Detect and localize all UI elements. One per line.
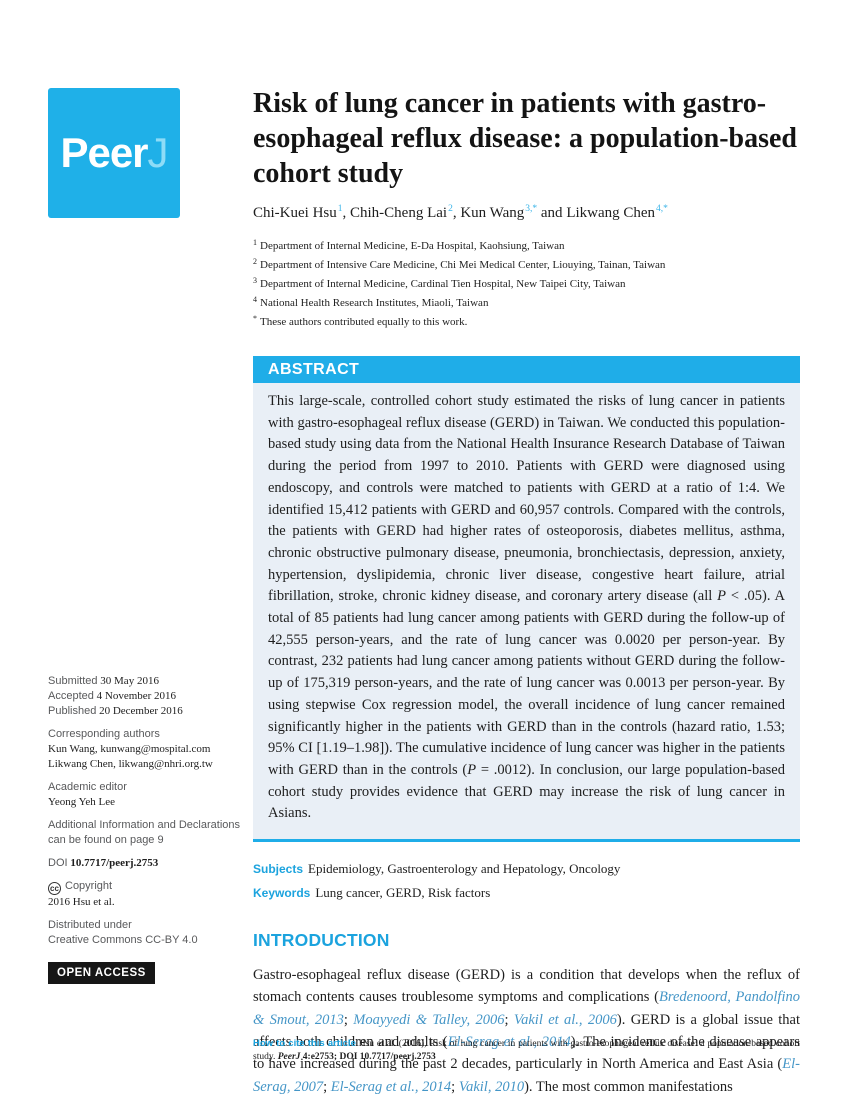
academic-editor-label: Academic editor xyxy=(48,781,127,793)
academic-editor-block: Academic editor Yeong Yeh Lee xyxy=(48,780,243,810)
affiliations-list: 1 Department of Internal Medicine, E-Da H… xyxy=(253,235,800,330)
citation-footer: How to cite this article Hsu et al. (201… xyxy=(253,1037,800,1064)
citation-text: Hsu et al. (2016), Risk of lung cancer i… xyxy=(253,1039,801,1062)
author-affiliation-sup: 2 xyxy=(448,204,453,214)
creative-commons-icon: cc xyxy=(48,882,61,895)
license-name[interactable]: Creative Commons CC-BY 4.0 xyxy=(48,934,198,946)
open-access-badge[interactable]: OPEN ACCESS xyxy=(48,962,155,984)
submitted-row: Submitted 30 May 2016 xyxy=(48,674,243,689)
author-name: Chi-Kuei Hsu xyxy=(253,205,337,221)
affiliation-item: 4 National Health Research Institutes, Mi… xyxy=(253,292,800,311)
additional-info-note: Additional Information and Declarations … xyxy=(48,819,241,846)
introduction-paragraph: Gastro-esophageal reflux disease (GERD) … xyxy=(253,967,801,1095)
citation-link[interactable]: El-Serag et al., 2014 xyxy=(330,1078,452,1095)
subjects-label: Subjects xyxy=(253,862,304,877)
corresponding-author-email[interactable]: Kun Wang, kunwang@mospital.com xyxy=(48,743,211,755)
affiliation-item: 2 Department of Intensive Care Medicine, … xyxy=(253,254,800,273)
keywords-label: Keywords xyxy=(253,886,311,901)
keywords-value: Lung cancer, GERD, Risk factors xyxy=(315,885,491,901)
affiliation-text: Department of Internal Medicine, Cardina… xyxy=(260,278,626,290)
accepted-row: Accepted 4 November 2016 xyxy=(48,689,243,704)
abstract-box: This large-scale, controlled cohort stud… xyxy=(253,383,800,843)
affiliation-item: * These authors contributed equally to th… xyxy=(253,311,800,330)
affiliation-sup: * xyxy=(253,314,257,323)
subjects-row: Subjects Epidemiology, Gastroenterology a… xyxy=(253,859,800,879)
abstract-heading-bar: ABSTRACT xyxy=(253,356,800,383)
published-date: 20 December 2016 xyxy=(99,705,183,717)
citation-link[interactable]: El-Serag et al., 2014 xyxy=(447,1033,571,1050)
author-separator: , xyxy=(452,205,461,221)
author[interactable]: Chih-Cheng Lai2 xyxy=(350,204,453,221)
author-name: Kun Wang xyxy=(460,205,525,221)
corresponding-authors-label: Corresponding authors xyxy=(48,728,160,740)
affiliation-item: 1 Department of Internal Medicine, E-Da H… xyxy=(253,235,800,254)
authors-line: Chi-Kuei Hsu1, Chih-Cheng Lai2, Kun Wang… xyxy=(253,204,800,222)
author-name: Likwang Chen xyxy=(566,205,656,221)
academic-editor-name: Yeong Yeh Lee xyxy=(48,796,116,808)
subjects-value: Epidemiology, Gastroenterology and Hepat… xyxy=(308,861,621,877)
corresponding-authors-block: Corresponding authors Kun Wang, kunwang@… xyxy=(48,727,243,772)
author-affiliation-sup: 1 xyxy=(337,204,343,214)
peerj-logo-j: J xyxy=(147,129,169,176)
affiliation-text: Department of Intensive Care Medicine, C… xyxy=(260,259,666,271)
how-to-cite-label: How to cite this article xyxy=(253,1038,356,1049)
copyright-block: cc Copyright 2016 Hsu et al. xyxy=(48,879,243,910)
subjects-keywords-block: Subjects Epidemiology, Gastroenterology a… xyxy=(253,859,800,903)
citation-link[interactable]: El-Serag, 2007 xyxy=(253,1056,800,1095)
sidebar: Submitted 30 May 2016 Accepted 4 Novembe… xyxy=(48,674,243,984)
introduction-heading: INTRODUCTION xyxy=(253,930,390,951)
author-separator: , xyxy=(342,205,350,221)
citation-link[interactable]: Vakil et al., 2006 xyxy=(513,1011,617,1028)
affiliation-item: 3 Department of Internal Medicine, Cardin… xyxy=(253,273,800,292)
doi-row: DOI 10.7717/peerj.2753 xyxy=(48,856,243,871)
copyright-row: cc Copyright xyxy=(48,879,243,895)
accepted-label: Accepted xyxy=(48,690,94,702)
author[interactable]: Likwang Chen4,* xyxy=(566,204,668,221)
citation-link[interactable]: Moayyedi & Talley, 2006 xyxy=(353,1011,505,1028)
author-affiliation-sup: 4,* xyxy=(656,204,668,214)
citation-doi[interactable]: 4:e2753; DOI 10.7717/peerj.2753 xyxy=(300,1052,436,1062)
accepted-date: 4 November 2016 xyxy=(96,690,177,702)
copyright-label: Copyright xyxy=(65,880,113,892)
author-separator: and xyxy=(537,205,567,221)
author[interactable]: Chi-Kuei Hsu1 xyxy=(253,204,343,221)
published-label: Published xyxy=(48,705,97,717)
citation-journal: PeerJ xyxy=(277,1052,301,1062)
keywords-row: Keywords Lung cancer, GERD, Risk factors xyxy=(253,883,800,903)
citation-link[interactable]: Bredenoord, Pandolfino & Smout, 2013 xyxy=(253,989,800,1028)
affiliation-text: Department of Internal Medicine, E-Da Ho… xyxy=(260,240,565,252)
doi-label: DOI xyxy=(48,857,68,869)
main-column: Risk of lung cancer in patients with gas… xyxy=(253,86,800,1098)
submitted-label: Submitted xyxy=(48,675,98,687)
author[interactable]: Kun Wang3,* xyxy=(460,204,538,221)
license-line: Distributed under xyxy=(48,919,132,931)
license-block: Distributed under Creative Commons CC-BY… xyxy=(48,918,243,948)
citation-link[interactable]: Vakil, 2010 xyxy=(458,1078,525,1095)
abstract-heading: ABSTRACT xyxy=(268,360,360,378)
published-row: Published 20 December 2016 xyxy=(48,704,243,719)
affiliation-text: National Health Research Institutes, Mia… xyxy=(260,297,489,309)
submitted-date: 30 May 2016 xyxy=(100,675,159,687)
article-title: Risk of lung cancer in patients with gas… xyxy=(253,88,797,189)
doi-link[interactable]: 10.7717/peerj.2753 xyxy=(70,857,159,869)
affiliation-sup: 1 xyxy=(253,238,257,247)
abstract-text: This large-scale, controlled cohort stud… xyxy=(268,393,785,822)
author-name: Chih-Cheng Lai xyxy=(350,205,448,221)
peerj-logo[interactable]: Peer J xyxy=(48,88,180,218)
dates-block: Submitted 30 May 2016 Accepted 4 Novembe… xyxy=(48,674,243,719)
peerj-logo-text: Peer xyxy=(60,129,148,176)
affiliation-sup: 2 xyxy=(253,257,257,266)
author-affiliation-sup: 3,* xyxy=(525,204,538,214)
affiliation-sup: 4 xyxy=(253,295,257,304)
affiliation-sup: 3 xyxy=(253,276,257,285)
corresponding-author-email[interactable]: Likwang Chen, likwang@nhri.org.tw xyxy=(48,758,213,770)
affiliation-text: These authors contributed equally to thi… xyxy=(260,316,468,328)
copyright-holder: 2016 Hsu et al. xyxy=(48,896,115,908)
